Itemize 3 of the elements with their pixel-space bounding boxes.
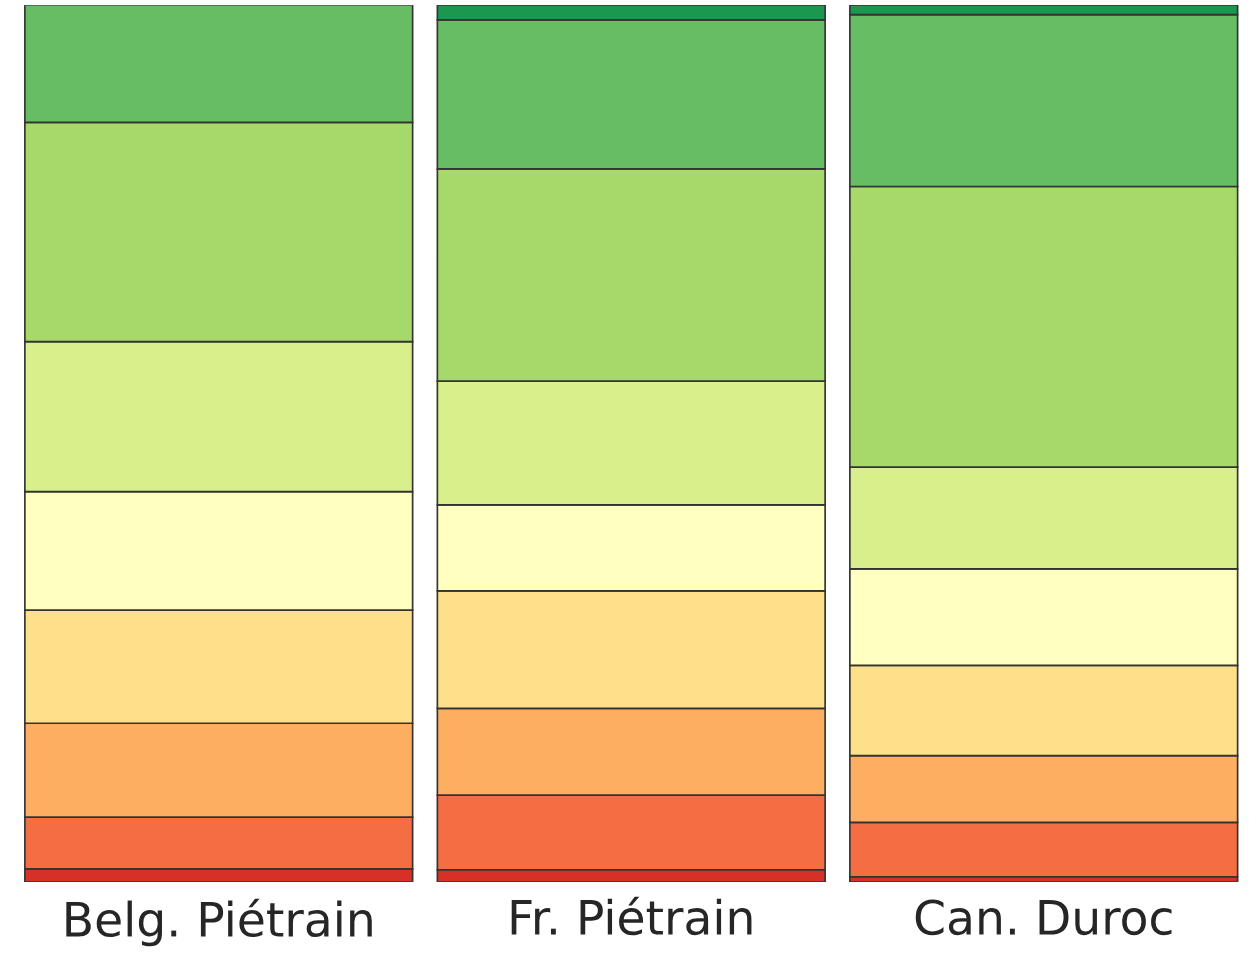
- x-tick-label: Can. Duroc: [915, 899, 1172, 936]
- x-tick-label: Belg. Piétrain: [66, 898, 372, 947]
- x-tick-label: Fr. Piétrain: [511, 896, 752, 936]
